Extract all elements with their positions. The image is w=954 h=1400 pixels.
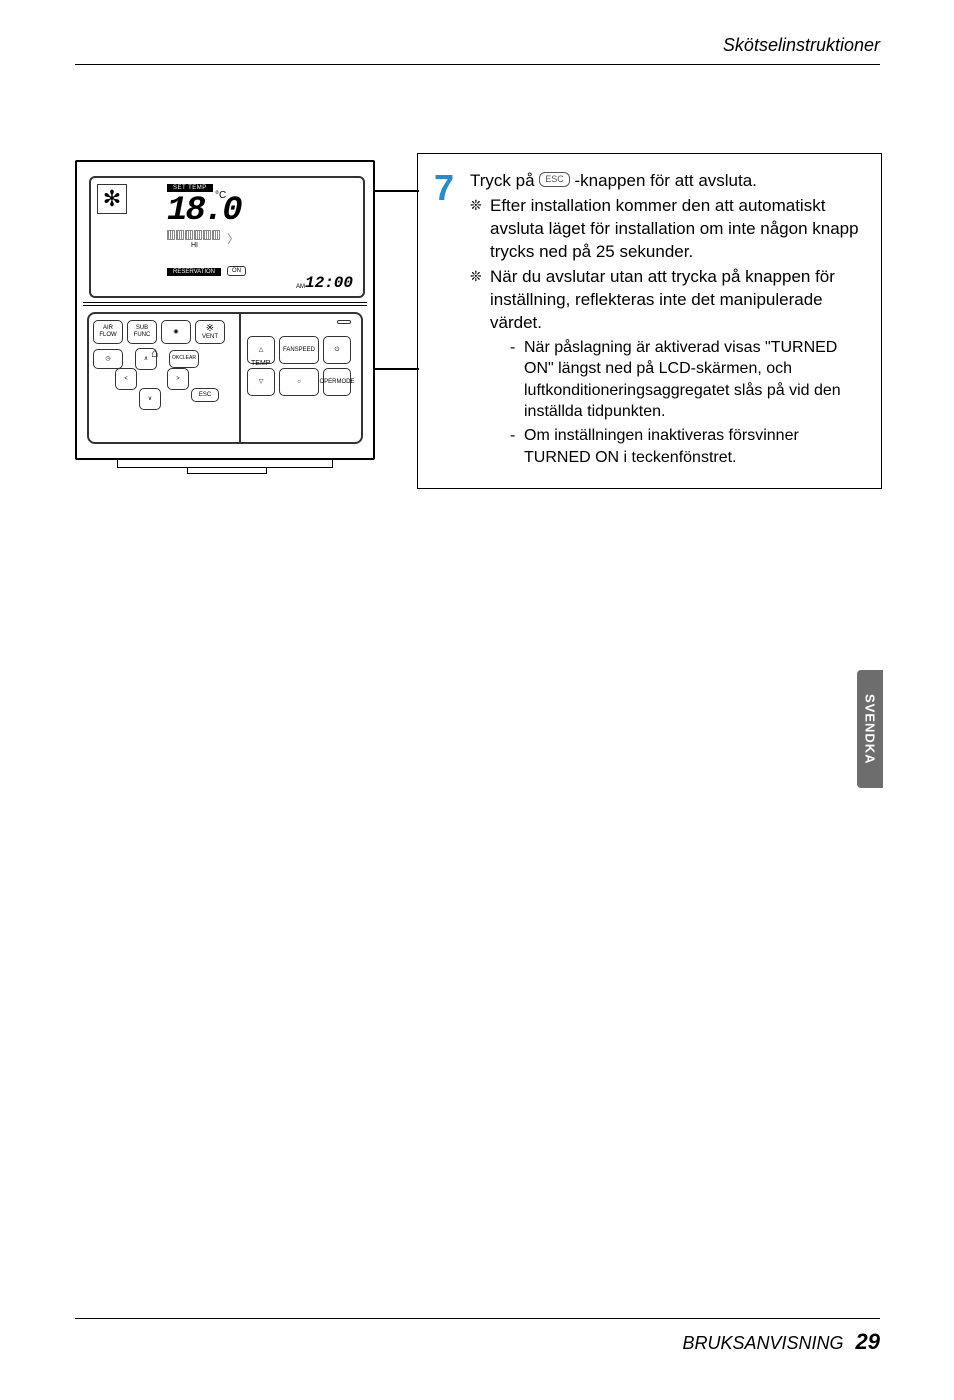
esc-chip-icon: ESC	[539, 172, 570, 186]
temp-unit: °C	[215, 190, 226, 201]
set-temp-label: SET TEMP	[167, 184, 213, 192]
ok-clear-button[interactable]: OKCLEAR	[169, 350, 199, 368]
left-button[interactable]: <	[115, 368, 137, 390]
oper-mode-button[interactable]: OPERMODE	[323, 368, 351, 396]
slot-icon	[337, 320, 351, 324]
sub-func-button[interactable]: SUBFUNC	[127, 320, 157, 344]
snowflake-icon: ✻	[97, 184, 127, 214]
connector-line	[375, 368, 419, 370]
esc-button[interactable]: ESC	[191, 388, 219, 402]
header-title: Skötselinstruktioner	[723, 35, 880, 56]
dash-item-1: - När påslagning är aktiverad visas "TUR…	[510, 337, 865, 423]
home-icon: ⌂	[151, 346, 158, 360]
clock-display: 12:00	[305, 274, 353, 292]
remote-base	[117, 458, 333, 468]
dash-item-2: - Om inställningen inaktiveras försvinne…	[510, 425, 865, 468]
air-flow-button[interactable]: AIRFLOW	[93, 320, 123, 344]
fan-bars	[167, 230, 220, 240]
left-button-group: AIRFLOW SUBFUNC ◉ ※VENT ◷ ∧ ⌂ OKCLEAR	[89, 314, 239, 442]
power-button[interactable]: ⏻	[323, 336, 351, 364]
step-number: 7	[434, 170, 470, 468]
remote-base-2	[187, 468, 267, 474]
remote-panel: ✻ SET TEMP 18.0 °C 〉 HI RESERVATION ON A…	[75, 160, 375, 460]
settings-button[interactable]: ◉	[161, 320, 191, 344]
bullet-icon: ❊	[470, 195, 490, 264]
arrow-icon: 〉	[227, 230, 239, 247]
reservation-label: RESERVATION	[167, 268, 221, 276]
page-footer: BRUKSANVISNING 29	[75, 1318, 880, 1355]
connector-line	[375, 190, 419, 192]
right-button[interactable]: >	[167, 368, 189, 390]
timer-button[interactable]: ◷	[93, 349, 123, 369]
on-badge: ON	[227, 266, 246, 276]
vent-button[interactable]: ※VENT	[195, 320, 225, 344]
sub-item-1: ❊ Efter installation kommer den att auto…	[470, 195, 865, 264]
instruction-box: 7 Tryck på ESC -knappen för att avsluta.…	[417, 153, 882, 489]
lcd-screen: ✻ SET TEMP 18.0 °C 〉 HI RESERVATION ON A…	[89, 176, 365, 298]
fan-speed-button[interactable]: FANSPEED	[279, 336, 319, 364]
page-header: Skötselinstruktioner	[75, 35, 880, 65]
step-body: Tryck på ESC -knappen för att avsluta. ❊…	[470, 170, 865, 468]
language-tab: SVENDKA	[857, 670, 883, 788]
right-button-group: △ FANSPEED ⏻ ▽ ○ OPERMODE TEMP	[239, 314, 361, 442]
circle-button[interactable]: ○	[279, 368, 319, 396]
divider	[83, 302, 367, 306]
am-label: AM	[296, 284, 305, 290]
hi-label: HI	[191, 242, 198, 249]
down-button[interactable]: ∨	[139, 388, 161, 410]
sub-item-2: ❊ När du avslutar utan att trycka på kna…	[470, 266, 865, 335]
bullet-icon: ❊	[470, 266, 490, 335]
footer-title: BRUKSANVISNING	[682, 1333, 843, 1354]
button-area: AIRFLOW SUBFUNC ◉ ※VENT ◷ ∧ ⌂ OKCLEAR	[87, 312, 363, 444]
instruction-line1: Tryck på ESC -knappen för att avsluta.	[470, 170, 865, 193]
footer-page-number: 29	[856, 1329, 880, 1355]
temp-value: 18.0	[167, 192, 241, 230]
temp-label: TEMP	[251, 360, 270, 367]
temp-down-button[interactable]: ▽	[247, 368, 275, 396]
remote-top: ✻ SET TEMP 18.0 °C 〉 HI RESERVATION ON A…	[77, 162, 373, 300]
